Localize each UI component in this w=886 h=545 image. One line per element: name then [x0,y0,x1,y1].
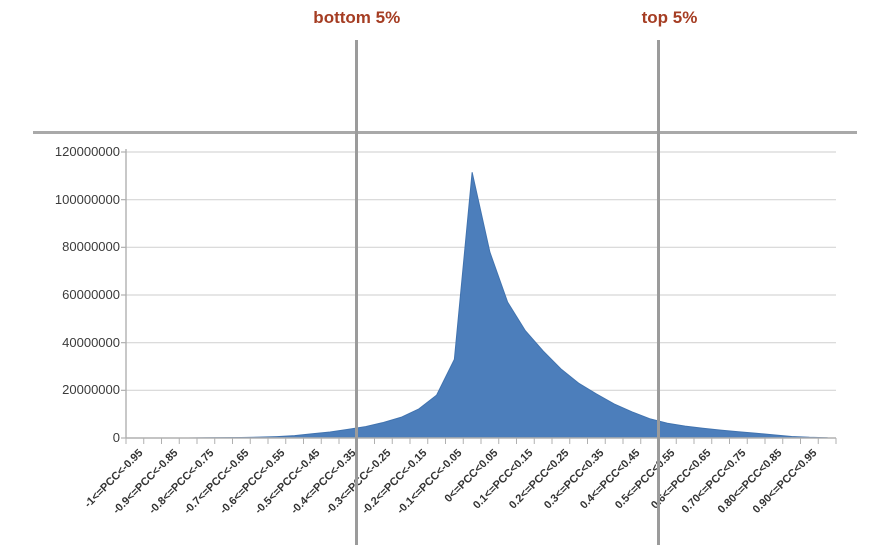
y-tick-label: 60000000 [62,287,120,302]
top-divider-line [33,131,857,134]
bottom-5-percent-label: bottom 5% [313,8,401,27]
y-tick-label: 80000000 [62,239,120,255]
y-tick-label: 0 [112,430,120,445]
top-5-percent-label: top 5% [641,8,698,27]
y-tick-label: 100000000 [54,191,120,207]
top-5-percent-cutoff-line [657,40,660,545]
bottom-5-percent-cutoff-line [355,40,359,545]
y-tick-label: 40000000 [62,334,120,350]
y-tick-label: 20000000 [62,382,120,398]
area-series-pcc-counts [134,172,828,439]
y-tick-label: 120000000 [54,144,120,159]
